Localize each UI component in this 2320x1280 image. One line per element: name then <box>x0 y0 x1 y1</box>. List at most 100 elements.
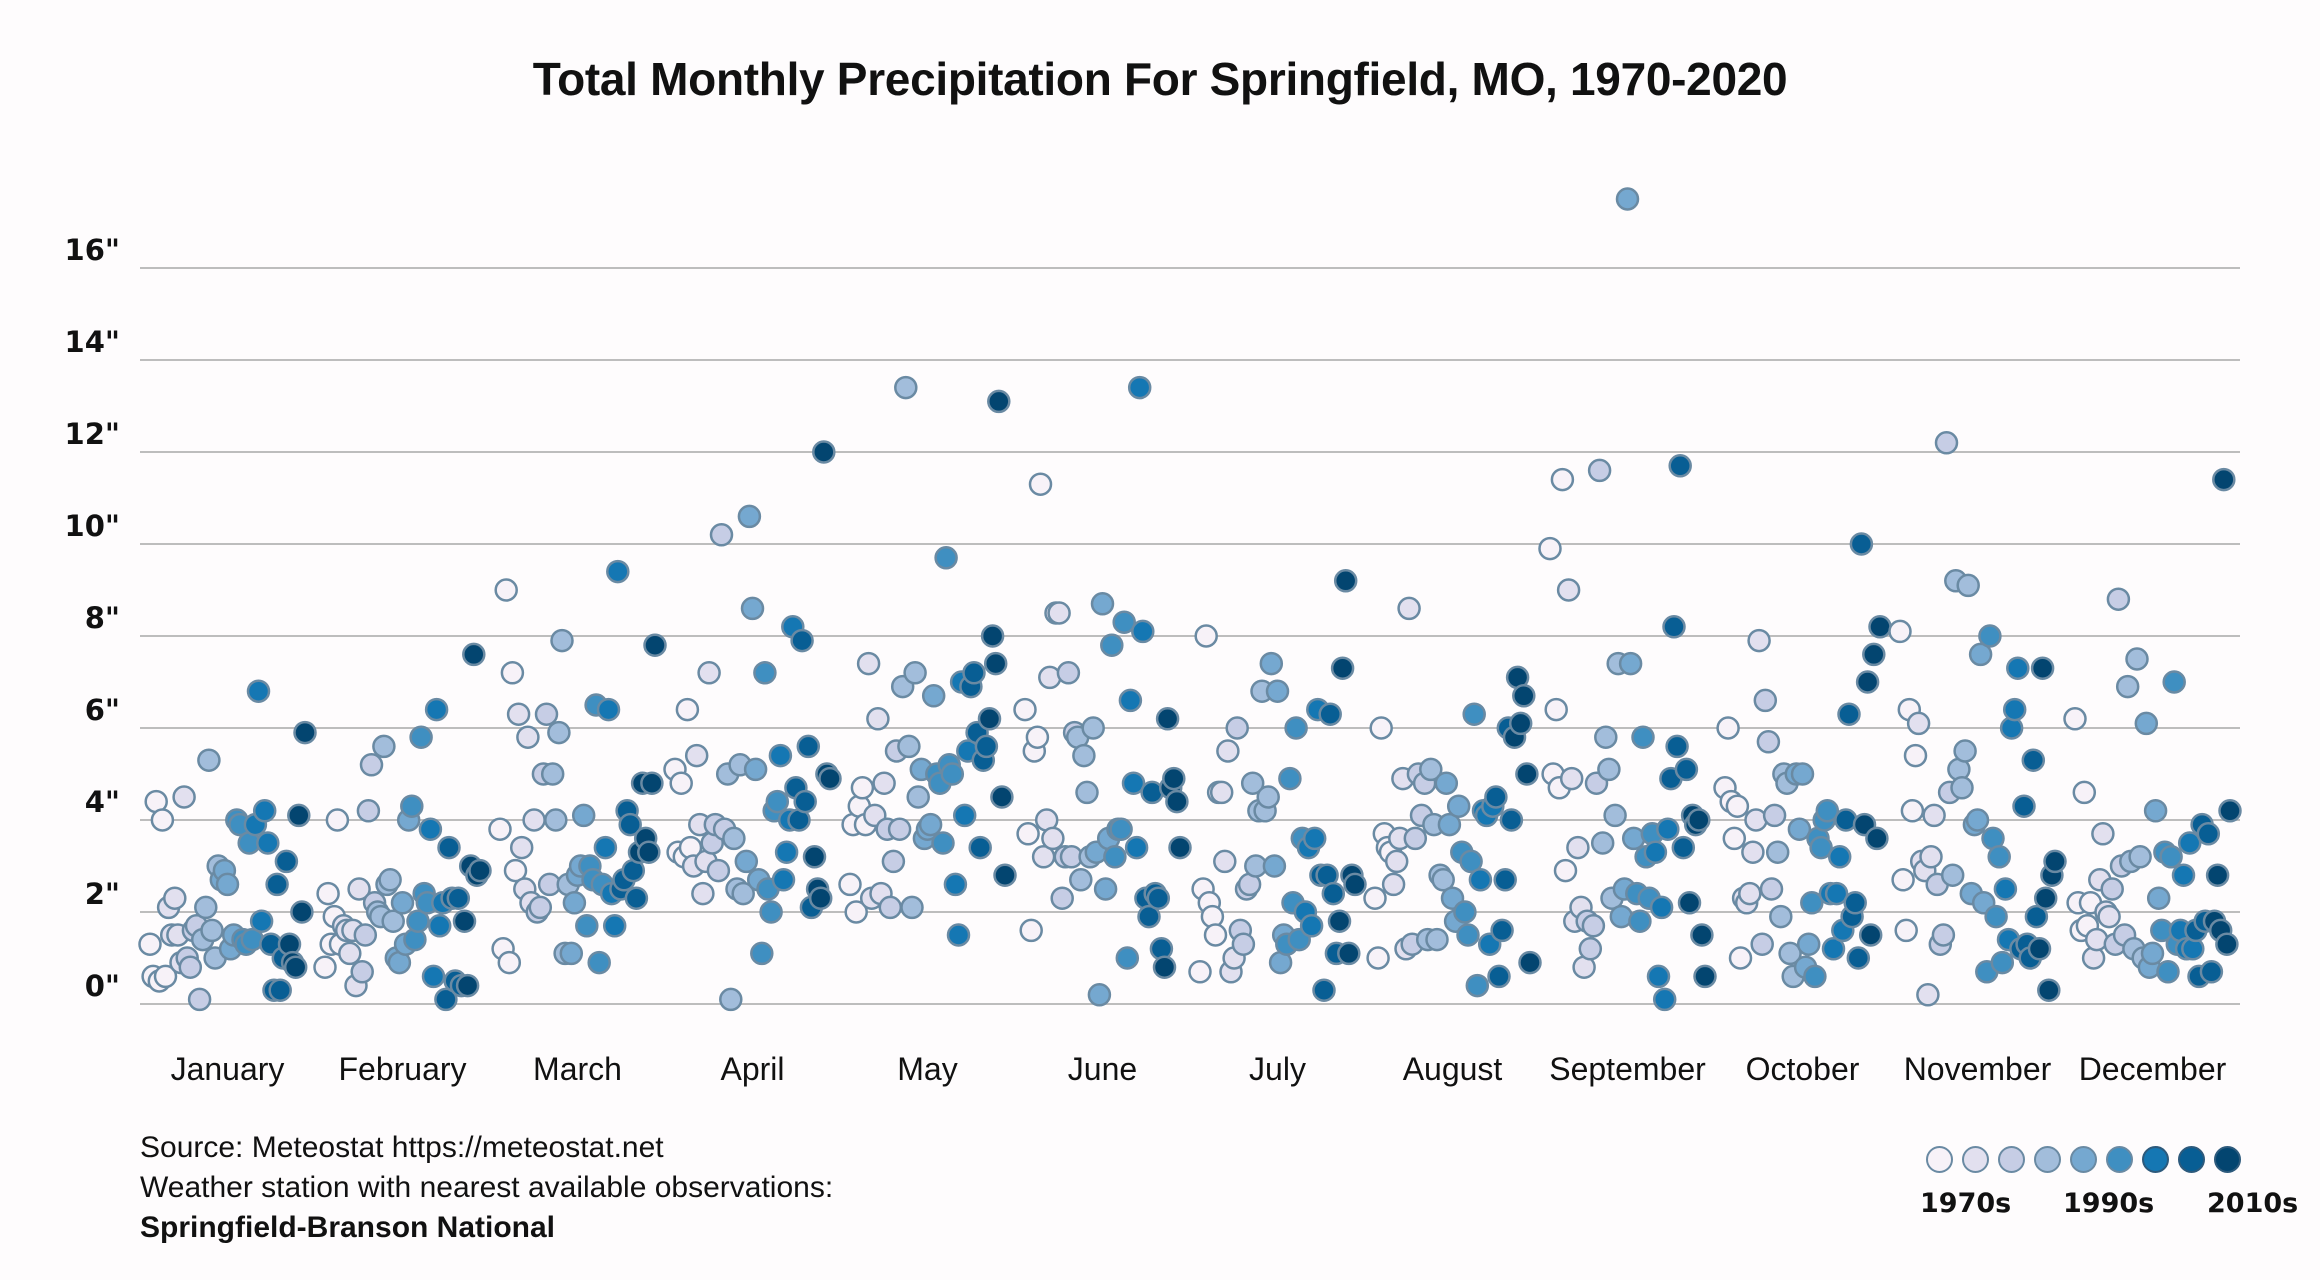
data-point <box>353 923 378 947</box>
data-point <box>390 891 415 915</box>
y-tick-label: 8" <box>85 601 120 635</box>
data-point <box>872 771 896 795</box>
station-name: Springfield-Branson National <box>140 1211 556 1244</box>
data-point <box>265 872 289 897</box>
data-point <box>866 707 890 731</box>
data-point <box>194 895 218 920</box>
data-point <box>163 886 187 910</box>
data-point <box>637 840 661 864</box>
data-point <box>1075 780 1099 805</box>
data-point <box>575 914 599 938</box>
data-point <box>1118 688 1143 713</box>
data-point <box>1087 983 1112 1007</box>
data-point <box>1137 904 1161 929</box>
data-point <box>1203 923 1228 947</box>
data-point <box>1753 688 1778 713</box>
data-point <box>1728 946 1753 970</box>
data-point <box>424 697 449 722</box>
data-point <box>737 504 762 529</box>
decade-legend: 1970s 1990s 2010s <box>1920 1140 2298 1240</box>
data-point <box>2091 822 2115 846</box>
data-point <box>1796 932 1821 956</box>
data-point <box>547 720 571 745</box>
data-point <box>1553 858 1578 883</box>
data-point <box>1809 835 1833 860</box>
data-point <box>1437 812 1462 837</box>
x-tick-label: April <box>720 1051 784 1087</box>
data-point <box>1213 849 1237 874</box>
data-point <box>675 697 700 722</box>
data-points <box>138 187 2242 1012</box>
legend-swatch <box>2106 1146 2133 1173</box>
data-point <box>1849 532 1874 556</box>
data-point <box>722 826 746 851</box>
data-point <box>2143 799 2168 823</box>
data-point <box>903 661 927 685</box>
data-point <box>940 762 965 786</box>
data-point <box>1671 835 1696 860</box>
legend-swatch <box>2142 1146 2169 1173</box>
gridlines <box>140 267 2240 1005</box>
data-point <box>283 955 308 979</box>
data-point <box>1931 923 1956 947</box>
data-point <box>856 651 881 676</box>
data-point <box>1824 881 1849 906</box>
data-point <box>562 891 587 915</box>
data-point <box>1025 725 1050 749</box>
y-tick-label: 2" <box>85 877 120 911</box>
data-point <box>359 753 384 777</box>
data-point <box>509 835 534 860</box>
data-point <box>1381 872 1406 897</box>
data-point <box>274 849 299 874</box>
data-point <box>1093 877 1118 901</box>
data-point <box>2205 863 2230 887</box>
data-point <box>1225 716 1249 740</box>
data-point <box>1978 624 2002 648</box>
data-point <box>215 872 240 897</box>
data-point <box>796 734 821 759</box>
legend-swatch <box>2034 1146 2061 1173</box>
data-point <box>1194 624 1218 648</box>
legend-swatch <box>1998 1146 2025 1173</box>
data-point <box>1069 868 1093 892</box>
data-point <box>1868 615 1892 639</box>
data-point <box>1318 702 1342 726</box>
data-point <box>1538 536 1562 561</box>
legend-swatch <box>2178 1146 2205 1173</box>
data-point <box>993 863 1017 887</box>
data-point <box>1299 914 1324 938</box>
data-point <box>350 960 374 984</box>
data-point <box>1750 932 1774 956</box>
y-tick-label: 0" <box>85 969 120 1003</box>
data-point <box>952 803 977 828</box>
data-point <box>1603 803 1627 828</box>
x-axis-ticks: January February March April May June July Augu… <box>171 1051 2227 1087</box>
data-point <box>2128 845 2152 869</box>
data-point <box>1953 739 1977 763</box>
data-point <box>1821 937 1846 961</box>
data-point <box>1146 886 1171 910</box>
data-point <box>1468 868 1493 892</box>
data-point <box>1725 794 1750 818</box>
data-point <box>506 702 531 726</box>
data-point <box>1594 725 1618 749</box>
data-point <box>1262 854 1287 878</box>
data-point <box>1550 467 1575 492</box>
data-point <box>793 789 817 814</box>
data-point <box>249 909 274 933</box>
x-tick-label: September <box>1549 1051 1706 1087</box>
data-point <box>1940 863 1965 887</box>
data-point <box>1453 900 1477 924</box>
data-point <box>1837 702 1861 726</box>
data-point <box>1366 946 1390 970</box>
data-point <box>540 762 565 786</box>
data-point <box>246 679 271 703</box>
data-point <box>1590 831 1615 855</box>
data-point <box>918 812 943 837</box>
data-point <box>1337 941 1361 966</box>
data-point <box>550 628 574 653</box>
data-point <box>1778 941 1802 966</box>
data-point <box>1787 817 1812 841</box>
data-point <box>1738 881 1762 906</box>
data-point <box>516 725 540 749</box>
